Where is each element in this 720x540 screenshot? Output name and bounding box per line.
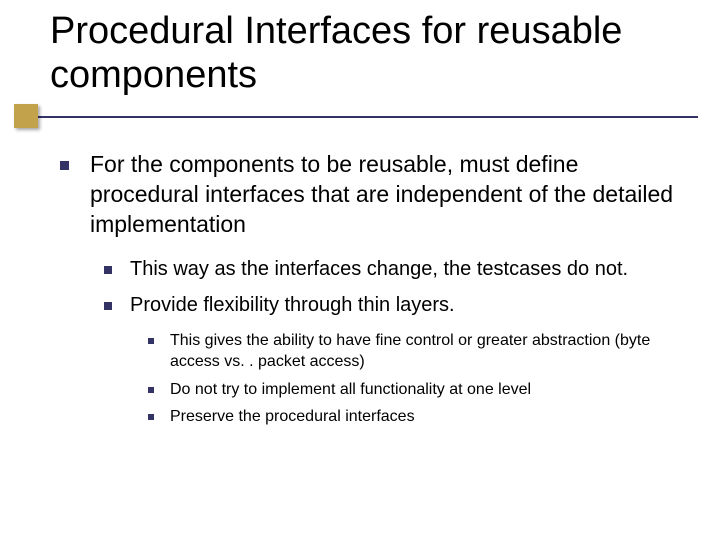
bullet-text: Provide flexibility through thin layers. (130, 294, 455, 316)
slide: Procedural Interfaces for reusable compo… (0, 0, 720, 540)
list-item: This way as the interfaces change, the t… (104, 256, 690, 282)
bullet-text: Preserve the procedural interfaces (170, 408, 415, 425)
list-item: Provide flexibility through thin layers.… (104, 292, 690, 428)
bullet-text: For the components to be reusable, must … (90, 151, 673, 237)
list-item: This gives the ability to have fine cont… (148, 330, 690, 373)
title-block: Procedural Interfaces for reusable compo… (50, 10, 700, 97)
list-item: Preserve the procedural interfaces (148, 406, 690, 428)
list-item: Do not try to implement all functionalit… (148, 379, 690, 401)
title-underline (32, 116, 698, 118)
bullet-list-lvl3: This gives the ability to have fine cont… (148, 330, 690, 428)
bullet-text: This gives the ability to have fine cont… (170, 332, 650, 371)
slide-title: Procedural Interfaces for reusable compo… (50, 10, 700, 97)
bullet-list-lvl1: For the components to be reusable, must … (60, 150, 690, 428)
bullet-list-lvl2: This way as the interfaces change, the t… (104, 256, 690, 428)
accent-square-icon (14, 104, 38, 128)
bullet-text: Do not try to implement all functionalit… (170, 381, 531, 398)
list-item: For the components to be reusable, must … (60, 150, 690, 428)
slide-body: For the components to be reusable, must … (60, 150, 690, 446)
bullet-text: This way as the interfaces change, the t… (130, 258, 628, 280)
